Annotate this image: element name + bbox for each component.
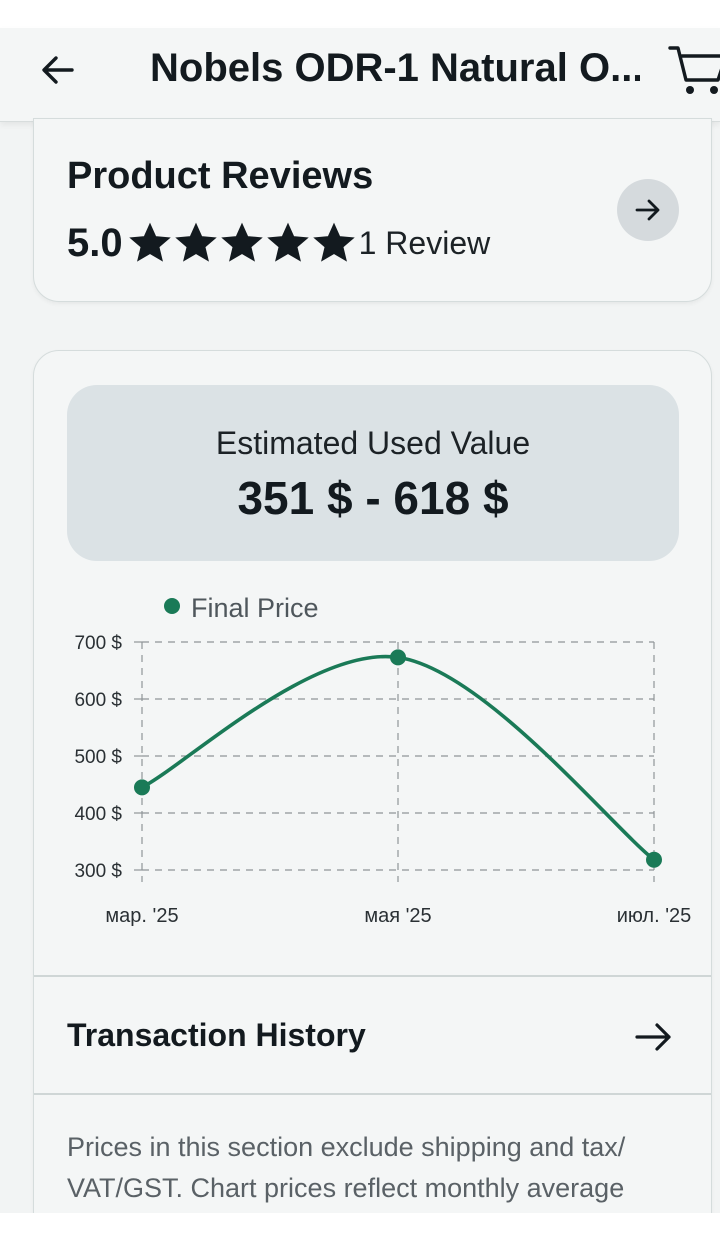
y-tick-label: 400 $ [74,804,122,825]
data-point [390,649,406,666]
estimated-value-label: Estimated Used Value [215,425,531,461]
estimated-value-box: Estimated Used Value 351 $ - 618 $ [67,385,679,561]
reviews-arrow-button[interactable] [617,179,679,241]
reviews-title: Product Reviews [67,155,374,197]
legend-marker [164,598,180,614]
x-tick-label: июл. '25 [617,905,692,927]
legend-label: Final Price [191,593,319,623]
arrow-right-icon [635,1023,671,1051]
product-reviews-card[interactable]: Product Reviews 5.0 1 Review [33,118,712,302]
rating-value: 5.0 [67,220,123,265]
x-tick-label: мар. '25 [105,905,178,927]
y-tick-label: 700 $ [74,633,122,654]
screen-edge [0,1213,720,1235]
arrow-left-icon [42,56,74,84]
review-count: 1 Review [358,224,491,261]
transaction-history-row[interactable]: Transaction History [34,977,711,1093]
cart-button[interactable] [664,38,720,98]
arrow-right-icon [635,199,660,221]
star-icon [312,222,355,262]
rating-row: 5.0 1 Review [67,219,490,267]
estimated-value-range: 351 $ - 618 $ [237,472,509,524]
data-point [646,851,662,868]
cart-icon [668,46,720,94]
star-icon [220,222,263,262]
price-history-card: Estimated Used Value 351 $ - 618 $ Final… [33,350,712,1235]
star-icon [128,222,171,262]
data-point [134,779,150,796]
app-bar: Nobels ODR-1 Natural O... [0,28,720,122]
pricing-note: Prices in this section exclude shipping … [67,1132,626,1203]
star-rating [127,220,357,266]
back-button[interactable] [30,42,86,98]
divider [34,975,711,977]
status-bar [0,0,720,28]
page-title: Nobels ODR-1 Natural O... [150,46,640,90]
y-tick-label: 600 $ [74,690,122,711]
star-icon [266,222,309,262]
divider [34,1093,711,1095]
y-tick-label: 500 $ [74,747,122,768]
x-tick-label: мая '25 [364,905,431,927]
star-icon [174,222,217,262]
price-chart: Final Price 700 $ 600 $ 500 $ 400 $ 300 $ мар.… [74,593,692,927]
y-tick-label: 300 $ [74,861,122,882]
transaction-history-title: Transaction History [67,1017,366,1053]
